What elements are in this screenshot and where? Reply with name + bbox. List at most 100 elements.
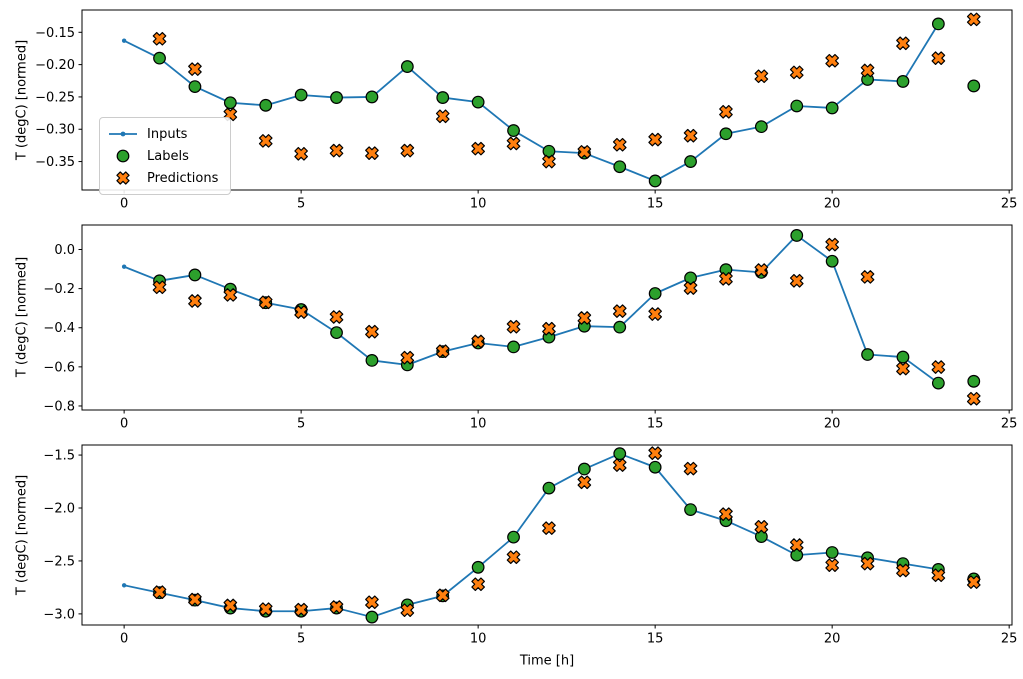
predictions-point	[860, 63, 875, 78]
inputs-line	[123, 452, 939, 618]
labels-point	[648, 287, 662, 300]
labels-point	[684, 155, 697, 168]
labels-point	[365, 610, 379, 624]
labels-point	[188, 268, 202, 282]
labels-point	[259, 98, 273, 112]
x-tick-label: 15	[647, 417, 664, 432]
predictions-point	[188, 62, 202, 76]
labels-point	[330, 91, 343, 104]
predictions-point	[294, 146, 308, 161]
labels-point	[294, 88, 308, 102]
predictions-point	[612, 137, 627, 152]
y-tick-label: −0.4	[43, 321, 75, 336]
legend-label-labels: Labels	[147, 148, 189, 164]
labels-point	[507, 340, 520, 354]
legend-item-predictions: Predictions	[108, 168, 218, 188]
predictions-point	[860, 556, 875, 571]
predictions-point	[506, 136, 521, 151]
predictions-point	[471, 577, 485, 592]
predictions-point	[719, 272, 733, 286]
labels-point	[188, 80, 202, 93]
labels-point	[861, 348, 874, 361]
labels-point	[365, 90, 379, 104]
axes-spines	[81, 224, 1013, 411]
x-tick-label: 0	[120, 197, 128, 212]
inputs-line-icon	[108, 126, 138, 142]
predictions-point	[400, 350, 415, 365]
y-tick-label: −0.6	[43, 360, 75, 375]
y-tick-label: −0.30	[35, 123, 75, 138]
predictions-point	[365, 146, 379, 160]
predictions-point	[860, 270, 875, 284]
labels-point	[507, 530, 520, 544]
labels-point	[471, 95, 485, 109]
labels-point	[400, 60, 414, 73]
x-tick-label: 20	[824, 197, 841, 212]
predictions-point	[966, 575, 981, 589]
inputs-line	[123, 23, 940, 182]
predictions-point	[683, 461, 698, 476]
labels-point	[365, 354, 379, 367]
labels-point	[577, 462, 591, 476]
x-tick-label: 15	[647, 632, 664, 647]
labels-point	[967, 374, 981, 388]
predictions-point	[365, 324, 379, 339]
labels-point	[613, 447, 627, 461]
predictions-point	[577, 475, 592, 490]
predictions-point	[612, 304, 627, 318]
predictions-point	[329, 143, 344, 158]
x-tick-label: 5	[297, 417, 305, 432]
predictions-point	[896, 563, 910, 578]
predictions-point	[542, 521, 556, 535]
labels-point	[790, 99, 804, 113]
x-tick-label: 25	[1001, 417, 1018, 432]
y-tick-label: 0.0	[54, 243, 75, 258]
predictions-point	[188, 294, 202, 308]
axes-spines	[81, 9, 1013, 191]
predictions-point	[825, 237, 840, 252]
inputs-point	[121, 264, 127, 269]
predictions-point	[223, 598, 238, 613]
predictions-point	[931, 51, 946, 65]
labels-point	[507, 124, 520, 137]
predictions-point	[188, 592, 202, 607]
y-axis-label-middle: T (degC) [normed]	[14, 256, 30, 378]
labels-circle-icon	[108, 148, 138, 164]
labels-point	[542, 481, 556, 495]
predictions-point	[506, 550, 521, 565]
labels-point	[648, 174, 662, 188]
y-tick-label: −2.5	[43, 554, 75, 569]
predictions-point	[152, 585, 167, 600]
predictions-point	[294, 305, 308, 319]
predictions-point	[966, 12, 981, 27]
x-tick-label: 10	[470, 197, 487, 212]
predictions-point	[258, 602, 273, 616]
labels-point	[754, 120, 768, 134]
legend-label-predictions: Predictions	[147, 170, 219, 186]
labels-point	[825, 254, 839, 268]
x-tick-label: 0	[120, 632, 128, 647]
labels-point	[967, 79, 981, 93]
predictions-point	[966, 391, 981, 406]
x-tick-label: 25	[1001, 632, 1018, 647]
predictions-point	[542, 321, 556, 336]
predictions-point	[931, 360, 946, 374]
predictions-point	[896, 361, 910, 376]
labels-point	[684, 271, 697, 285]
labels-point	[825, 101, 839, 115]
labels-point	[613, 320, 627, 334]
labels-point	[471, 560, 485, 574]
y-tick-label: −0.15	[35, 26, 75, 41]
legend-label-inputs: Inputs	[147, 126, 188, 142]
predictions-point	[825, 53, 840, 68]
labels-point	[896, 75, 910, 88]
predictions-point	[719, 104, 733, 119]
labels-point	[153, 51, 166, 65]
labels-point	[648, 460, 662, 474]
predictions-point	[896, 36, 910, 51]
labels-point	[684, 503, 697, 516]
x-tick-label: 5	[297, 197, 305, 212]
predictions-point	[648, 446, 662, 460]
legend-item-inputs: Inputs	[108, 124, 218, 144]
y-tick-label: −0.8	[43, 399, 75, 414]
